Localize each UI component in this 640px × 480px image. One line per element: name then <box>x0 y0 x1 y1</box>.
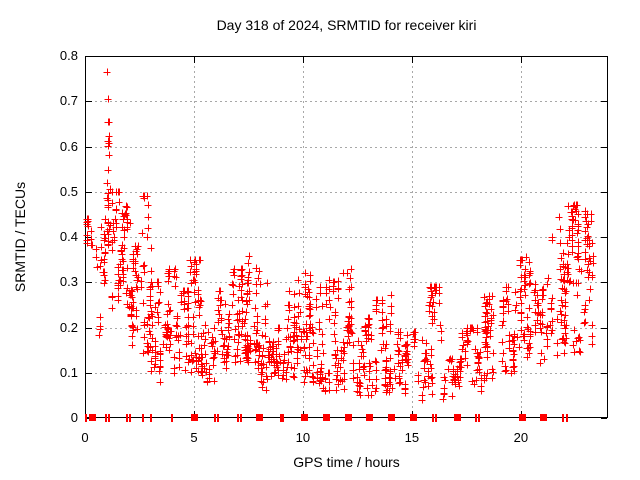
zero-value-tick-marker <box>280 414 282 422</box>
zero-value-square-marker <box>388 414 395 421</box>
zero-value-tick-marker <box>478 414 480 422</box>
y-tick-label: 0.2 <box>59 319 78 335</box>
zero-value-tick-marker <box>85 414 87 422</box>
y-tick-label: 0.8 <box>59 48 78 63</box>
zero-value-square-marker <box>366 414 373 421</box>
scatter-points <box>83 68 597 404</box>
zero-value-tick-marker <box>432 414 434 422</box>
zero-value-tick-marker <box>214 414 216 422</box>
y-tick-label: 0.1 <box>59 364 78 380</box>
zero-value-tick-marker <box>217 414 219 422</box>
plot-area <box>83 56 608 422</box>
x-tick-label: 20 <box>513 430 529 445</box>
zero-value-square-marker <box>410 414 417 421</box>
x-axis-label: GPS time / hours <box>293 454 400 470</box>
y-tick-label: 0.3 <box>59 274 78 290</box>
zero-value-square-marker <box>454 414 461 421</box>
zero-value-tick-marker <box>171 414 173 422</box>
y-tick-label: 0 <box>70 410 78 425</box>
y-tick-label: 0.5 <box>59 183 78 199</box>
zero-value-square-marker <box>256 414 263 421</box>
zero-value-tick-marker <box>108 414 110 422</box>
x-tick-label: 0 <box>81 430 89 445</box>
zero-value-tick-marker <box>105 414 107 422</box>
zero-value-tick-marker <box>562 414 564 422</box>
zero-value-square-marker <box>301 414 308 421</box>
zero-value-tick-marker <box>282 414 284 422</box>
zero-value-square-marker <box>323 414 330 421</box>
x-tick-label: 15 <box>404 430 420 445</box>
chart-title: Day 318 of 2024, SRMTID for receiver kir… <box>216 17 477 33</box>
zero-value-square-marker <box>519 414 526 421</box>
zero-value-tick-marker <box>142 414 144 422</box>
zero-value-square-marker <box>89 414 96 421</box>
zero-value-square-marker <box>191 414 198 421</box>
zero-value-tick-marker <box>240 414 242 422</box>
zero-value-tick-marker <box>435 414 437 422</box>
zero-value-tick-marker <box>566 414 568 422</box>
x-tick-label: 10 <box>295 430 311 445</box>
zero-value-tick-marker <box>475 414 477 422</box>
y-tick-label: 0.7 <box>59 93 78 109</box>
zero-value-tick-marker <box>237 414 239 422</box>
zero-value-tick-marker <box>129 414 131 422</box>
y-tick-label: 0.4 <box>59 229 78 244</box>
x-tick-label: 5 <box>190 430 198 445</box>
zero-value-square-marker <box>540 414 547 421</box>
zero-value-tick-marker <box>150 414 152 422</box>
zero-value-square-marker <box>345 414 352 421</box>
y-tick-label: 0.6 <box>59 138 78 154</box>
zero-value-tick-marker <box>126 414 128 422</box>
